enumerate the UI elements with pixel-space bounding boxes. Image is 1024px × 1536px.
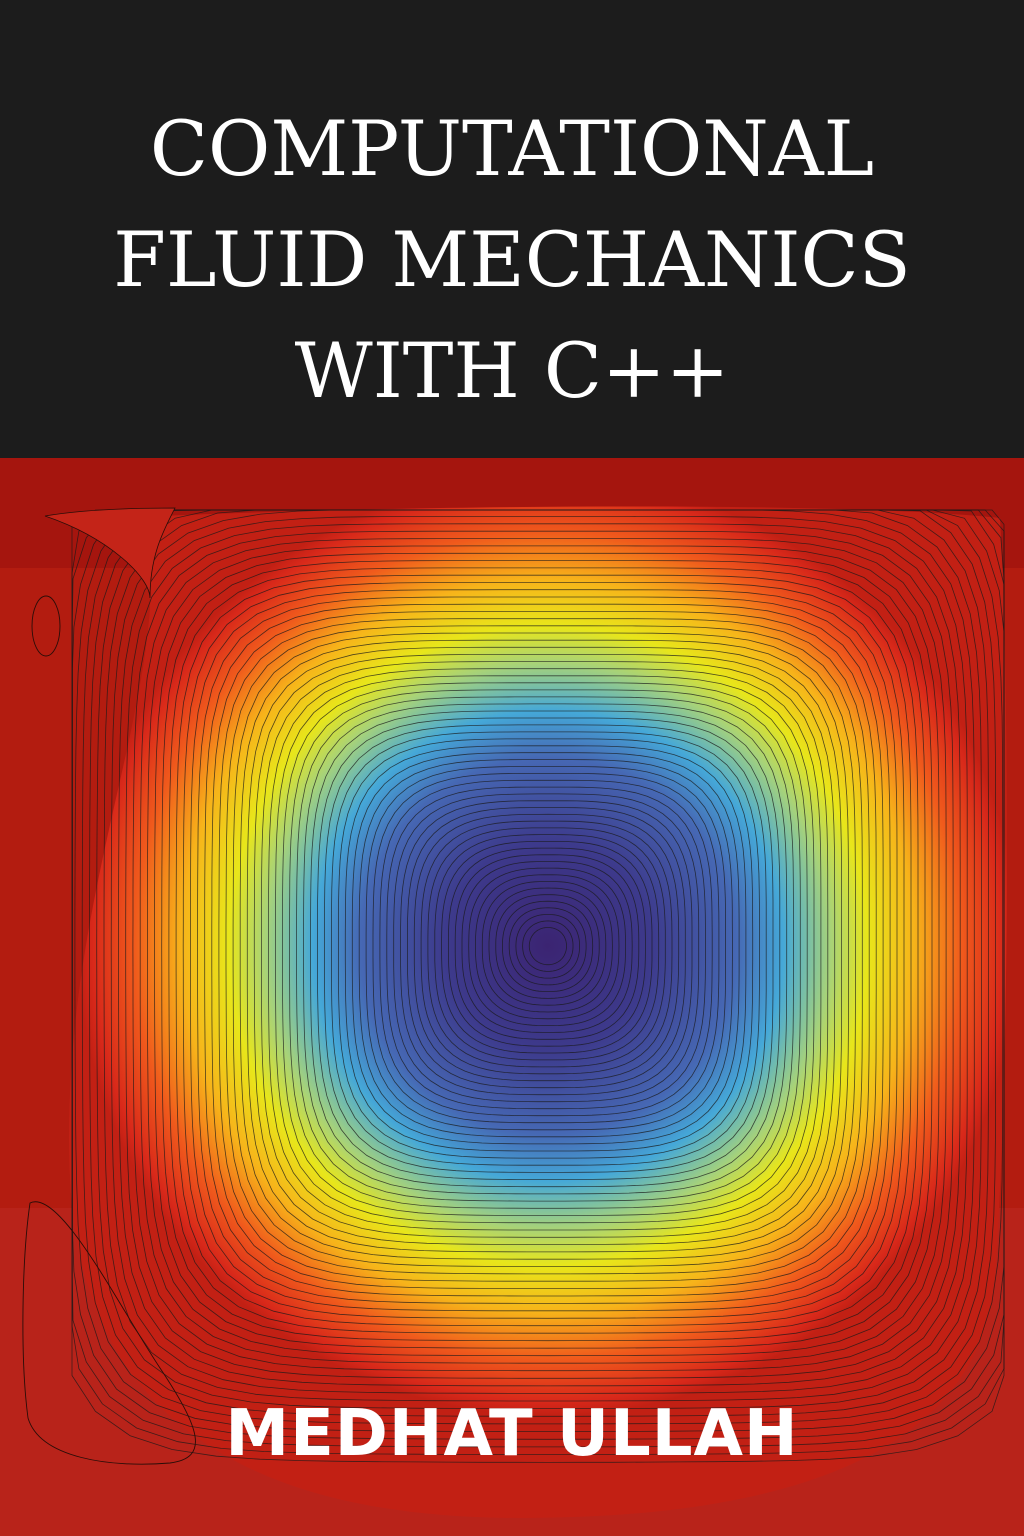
- contour-line: [331, 731, 760, 1166]
- title-band: COMPUTATIONAL FLUID MECHANICS WITH C++: [0, 0, 1024, 458]
- contour-line: [515, 914, 581, 979]
- title-line-2: FLUID MECHANICS: [113, 215, 911, 304]
- contour-line: [211, 611, 877, 1289]
- contour-line: [324, 724, 767, 1173]
- contour-line: [441, 841, 653, 1054]
- contour-line: [168, 567, 919, 1334]
- contour-line: [268, 668, 822, 1231]
- title-line-1: COMPUTATIONAL: [149, 104, 875, 193]
- contour-line: [481, 881, 613, 1013]
- contour-line: [218, 618, 870, 1282]
- contour-line: [110, 509, 975, 1394]
- contour-line: [475, 874, 620, 1020]
- contour-line: [253, 654, 836, 1245]
- contour-line: [434, 834, 660, 1061]
- contour-line: [448, 847, 646, 1047]
- contour-line: [204, 603, 884, 1297]
- contour-line: [296, 696, 794, 1202]
- contour-line: [132, 530, 954, 1372]
- contour-line: [461, 861, 633, 1033]
- streamline-contours: [71, 509, 1005, 1463]
- contour-line: [317, 717, 774, 1180]
- contour-line: [522, 920, 574, 972]
- author-name: MEDHAT ULLAH: [225, 1397, 799, 1471]
- contour-line: [413, 813, 680, 1082]
- contour-line: [125, 523, 961, 1379]
- contour-line: [232, 632, 856, 1267]
- contour-line: [154, 552, 933, 1349]
- contour-line: [502, 900, 594, 992]
- contour-line: [246, 646, 842, 1253]
- contour-line: [386, 786, 706, 1110]
- contour-line: [393, 793, 700, 1103]
- contour-line: [420, 820, 673, 1075]
- contour-line: [407, 807, 686, 1089]
- vortex-contour-illustration: [0, 458, 1024, 1536]
- title-line-3: WITH C++: [294, 326, 730, 415]
- contour-line: [71, 509, 1005, 1463]
- contour-line: [190, 589, 898, 1312]
- contour-line: [175, 574, 912, 1327]
- contour-line: [118, 516, 968, 1387]
- contour-line: [225, 625, 863, 1275]
- contour-line: [161, 560, 926, 1342]
- contour-line: [358, 759, 733, 1138]
- contour-line: [365, 766, 726, 1131]
- contour-line: [508, 907, 587, 986]
- vortex-fill: [69, 506, 1007, 1518]
- contour-line: [495, 894, 600, 999]
- contour-line: [468, 867, 626, 1026]
- contour-line: [261, 661, 829, 1238]
- contour-line: [182, 582, 905, 1319]
- contour-line: [289, 689, 801, 1209]
- contour-line: [372, 773, 720, 1124]
- top-left-lid-contour: [44, 507, 176, 599]
- contour-line: [275, 675, 815, 1224]
- contour-line: [400, 800, 693, 1096]
- contour-line: [488, 887, 607, 1006]
- contour-line: [147, 545, 940, 1357]
- contour-line: [310, 710, 781, 1188]
- left-eddy: [31, 595, 61, 657]
- contour-line: [351, 752, 740, 1145]
- contour-line: [239, 639, 849, 1260]
- contour-line: [282, 682, 808, 1216]
- contour-line: [454, 854, 640, 1040]
- contour-line: [528, 927, 567, 966]
- contour-line: [344, 745, 747, 1152]
- contour-line: [379, 779, 713, 1117]
- contour-line: [197, 596, 891, 1304]
- contour-line: [338, 738, 754, 1159]
- contour-line: [303, 703, 788, 1195]
- bottom-left-eddy: [22, 1201, 196, 1465]
- contour-line: [427, 827, 666, 1068]
- contour-line: [139, 538, 947, 1364]
